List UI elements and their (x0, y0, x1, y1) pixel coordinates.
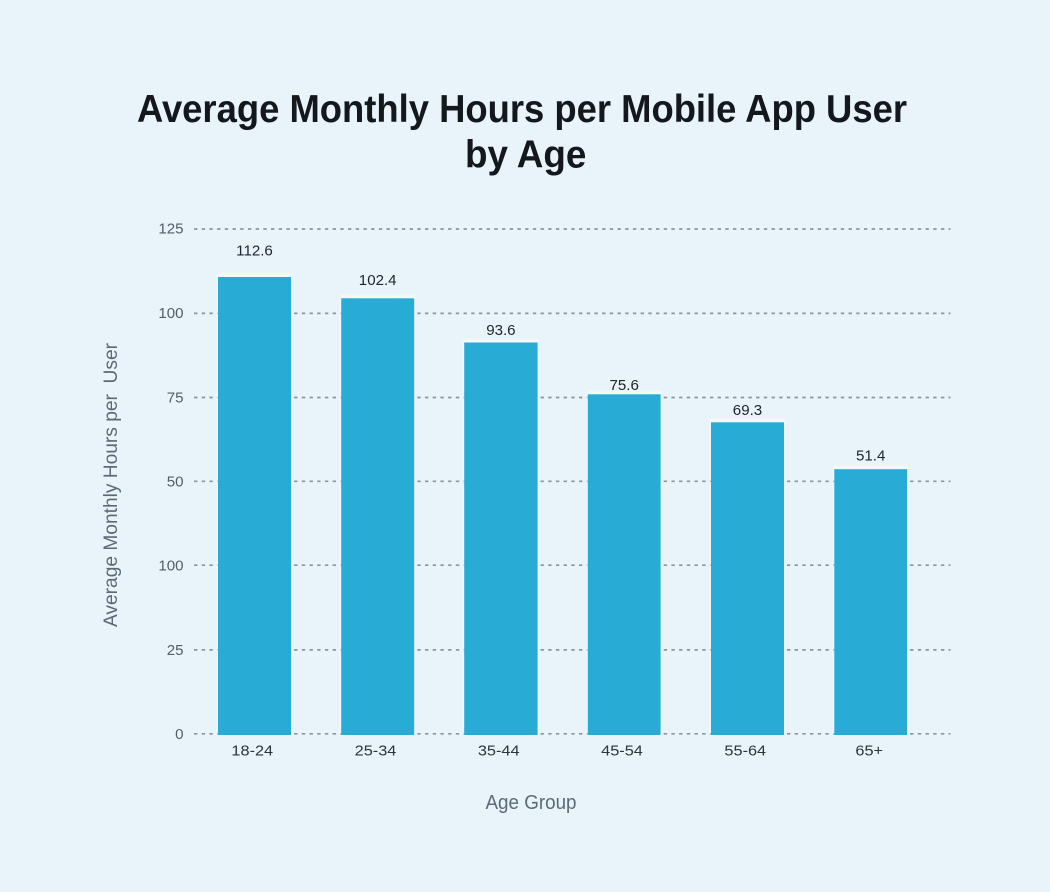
svg-text:35-44: 35-44 (478, 742, 520, 759)
svg-text:112.6: 112.6 (236, 243, 273, 260)
svg-text:25: 25 (167, 642, 184, 659)
svg-text:Average Monthly Hours per Mobi: Average Monthly Hours per Mobile App Use… (137, 88, 907, 131)
svg-text:by Age: by Age (465, 133, 587, 176)
svg-text:55-64: 55-64 (724, 742, 766, 759)
svg-text:0: 0 (175, 726, 183, 743)
svg-text:102.4: 102.4 (359, 272, 397, 289)
svg-text:69.3: 69.3 (733, 402, 762, 419)
svg-text:100: 100 (158, 305, 183, 322)
svg-text:25-34: 25-34 (355, 742, 397, 759)
svg-text:Age Group: Age Group (486, 792, 577, 814)
svg-text:Average Monthly Hours per Use: Average Monthly Hours per User (100, 342, 122, 627)
svg-text:51.4: 51.4 (856, 448, 885, 465)
svg-text:18-24: 18-24 (231, 742, 273, 759)
svg-text:45-54: 45-54 (601, 742, 643, 759)
svg-text:100: 100 (158, 558, 183, 575)
svg-text:75.6: 75.6 (610, 377, 639, 394)
svg-text:65+: 65+ (855, 742, 883, 759)
svg-text:50: 50 (167, 474, 184, 491)
svg-text:93.6: 93.6 (486, 322, 515, 339)
svg-text:75: 75 (167, 389, 184, 406)
svg-text:125: 125 (158, 221, 183, 238)
